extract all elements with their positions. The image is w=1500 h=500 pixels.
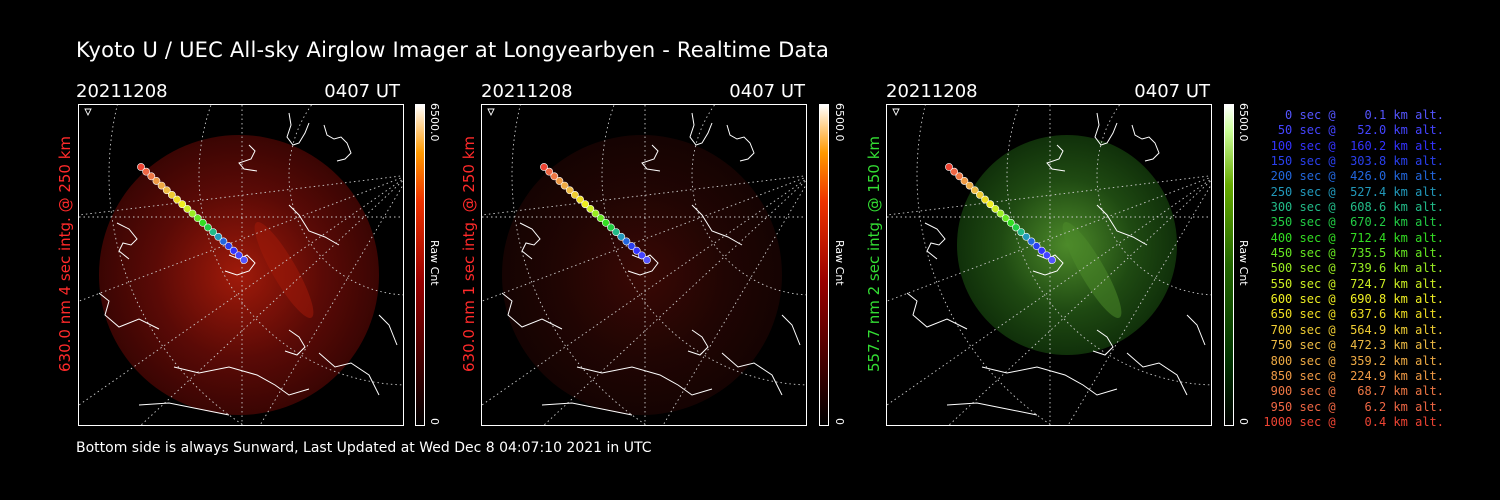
legend-row: 450 sec @ 735.5 km alt. <box>1263 246 1444 261</box>
legend-row: 100 sec @ 160.2 km alt. <box>1263 138 1444 153</box>
legend-row: 150 sec @ 303.8 km alt. <box>1263 154 1444 169</box>
colorbar-unit-label: Raw Cnt <box>1237 240 1250 286</box>
legend-row: 250 sec @ 527.4 km alt. <box>1263 184 1444 199</box>
allsky-image <box>79 105 403 425</box>
allsky-image-frame <box>886 104 1212 426</box>
wavelength-label: 557.7 nm 2 sec intg. @ 150 km <box>865 135 883 372</box>
legend-row: 300 sec @ 608.6 km alt. <box>1263 200 1444 215</box>
colorbar-unit-label: Raw Cnt <box>428 240 441 286</box>
legend-row: 500 sec @ 739.6 km alt. <box>1263 261 1444 276</box>
legend-row: 750 sec @ 472.3 km alt. <box>1263 338 1444 353</box>
colorbar-min-label: 0 <box>1237 418 1250 425</box>
legend-row: 350 sec @ 670.2 km alt. <box>1263 215 1444 230</box>
allsky-image <box>482 105 806 425</box>
colorbar <box>415 104 425 426</box>
colorbar-max-label: 6500.0 <box>428 103 441 142</box>
legend-row: 650 sec @ 637.6 km alt. <box>1263 307 1444 322</box>
colorbar-min-label: 0 <box>428 418 441 425</box>
legend-row: 550 sec @ 724.7 km alt. <box>1263 276 1444 291</box>
legend-row: 0 sec @ 0.1 km alt. <box>1263 108 1444 122</box>
colorbar-min-label: 0 <box>833 418 846 425</box>
legend-row: 800 sec @ 359.2 km alt. <box>1263 353 1444 368</box>
colorbar-max-label: 6500.0 <box>833 103 846 142</box>
wavelength-label: 630.0 nm 4 sec intg. @ 250 km <box>56 135 74 372</box>
legend-row: 600 sec @ 690.8 km alt. <box>1263 292 1444 307</box>
panel-time: 0407 UT <box>729 81 805 102</box>
panel-date: 20211208 <box>76 81 168 102</box>
panel-date: 20211208 <box>481 81 573 102</box>
legend-row: 400 sec @ 712.4 km alt. <box>1263 230 1444 245</box>
allsky-image <box>887 105 1211 425</box>
colorbar-unit-label: Raw Cnt <box>833 240 846 286</box>
colorbar-max-label: 6500.0 <box>1237 103 1250 142</box>
legend-row: 200 sec @ 426.0 km alt. <box>1263 169 1444 184</box>
panel-time: 0407 UT <box>324 81 400 102</box>
altitude-legend: 0 sec @ 0.1 km alt. 50 sec @ 52.0 km alt… <box>1262 108 1444 430</box>
allsky-image-frame <box>78 104 404 426</box>
panel-time: 0407 UT <box>1134 81 1210 102</box>
legend-row: 700 sec @ 564.9 km alt. <box>1263 322 1444 337</box>
colorbar <box>819 104 829 426</box>
legend-row: 850 sec @ 224.9 km alt. <box>1263 368 1444 383</box>
wavelength-label: 630.0 nm 1 sec intg. @ 250 km <box>460 135 478 372</box>
colorbar <box>1224 104 1234 426</box>
allsky-image-frame <box>481 104 807 426</box>
panel-date: 20211208 <box>886 81 978 102</box>
footer-note: Bottom side is always Sunward, Last Upda… <box>76 440 652 456</box>
legend-row: 900 sec @ 68.7 km alt. <box>1263 384 1444 399</box>
legend-row: 1000 sec @ 0.4 km alt. <box>1263 414 1444 429</box>
legend-row: 50 sec @ 52.0 km alt. <box>1263 123 1444 138</box>
page-title: Kyoto U / UEC All-sky Airglow Imager at … <box>76 38 830 62</box>
legend-row: 950 sec @ 6.2 km alt. <box>1263 399 1444 414</box>
